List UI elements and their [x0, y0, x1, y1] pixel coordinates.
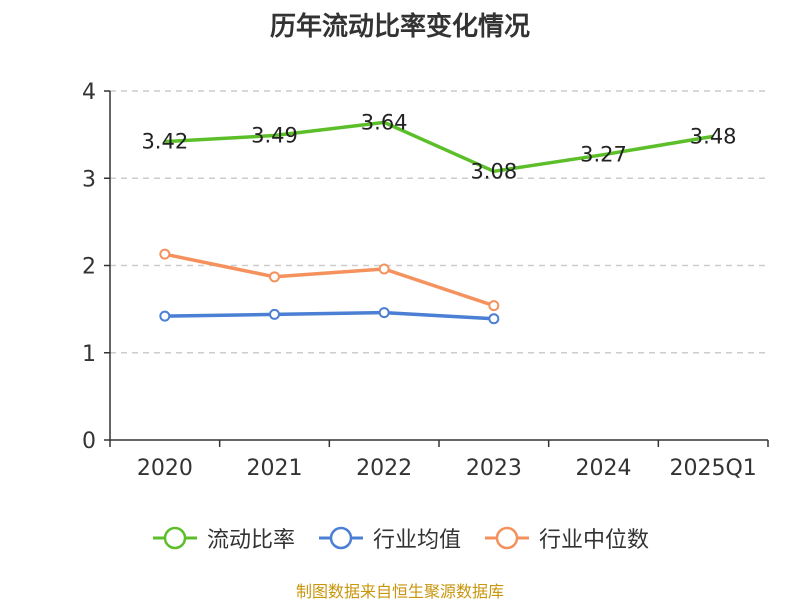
data-labels: 3.42 3.49 3.64 3.08 3.27 3.48 [141, 110, 736, 183]
series-point-1 [378, 307, 390, 319]
legend-item-0[interactable]: 流动比率 [151, 522, 295, 554]
y-tick-label: 4 [82, 80, 96, 105]
series-point-2 [159, 248, 171, 260]
y-tick-label: 2 [82, 255, 96, 280]
legend-label: 行业中位数 [539, 528, 650, 553]
series-point-2 [488, 300, 500, 312]
y-tick-label: 1 [82, 342, 96, 367]
x-tick-label: 2020 [137, 456, 193, 481]
series-point-1 [488, 313, 500, 325]
series-line-0 [164, 120, 714, 174]
grid-lines [110, 90, 768, 354]
legend-circle [329, 526, 353, 550]
data-label: 3.64 [361, 110, 408, 134]
legend-line-icon [318, 526, 363, 550]
y-tick-label: 0 [82, 429, 96, 454]
legend-label: 行业均值 [372, 528, 461, 553]
axes: 0 1 2 3 4 2020 2021 2022 2023 2024 2025Q1 [82, 80, 769, 481]
series-point-2 [378, 263, 390, 275]
chart-title: 历年流动比率变化情况 [269, 12, 530, 42]
legend-circle [163, 526, 187, 550]
x-tick-label: 2022 [356, 456, 412, 481]
legend-line-icon [152, 526, 197, 550]
legend: 流动比率 行业均值 行业中位数 [0, 518, 800, 558]
legend-label: 流动比率 [206, 528, 295, 553]
series [159, 120, 714, 325]
legend-circle [495, 526, 519, 550]
x-tick-label: 2021 [247, 456, 303, 481]
x-tick-label: 2023 [466, 456, 522, 481]
legend-item-1[interactable]: 行业均值 [317, 522, 461, 554]
data-label: 3.49 [251, 123, 298, 147]
series-line-2 [164, 252, 495, 308]
y-tick-label: 3 [82, 167, 96, 192]
data-label: 3.42 [141, 130, 188, 154]
series-point-2 [269, 271, 280, 283]
data-label: 3.48 [690, 124, 737, 148]
series-point-1 [269, 308, 280, 320]
x-tick-label: 2024 [576, 456, 632, 481]
data-label: 3.08 [470, 159, 517, 183]
legend-item-2[interactable]: 行业中位数 [483, 522, 649, 554]
source-note: 制图数据来自恒生聚源数据库 [295, 582, 504, 601]
x-tick-label: 2025Q1 [670, 456, 757, 481]
data-label: 3.27 [580, 143, 627, 167]
series-point-1 [159, 310, 171, 322]
legend-line-icon [485, 526, 529, 550]
series-line-1 [164, 310, 494, 321]
